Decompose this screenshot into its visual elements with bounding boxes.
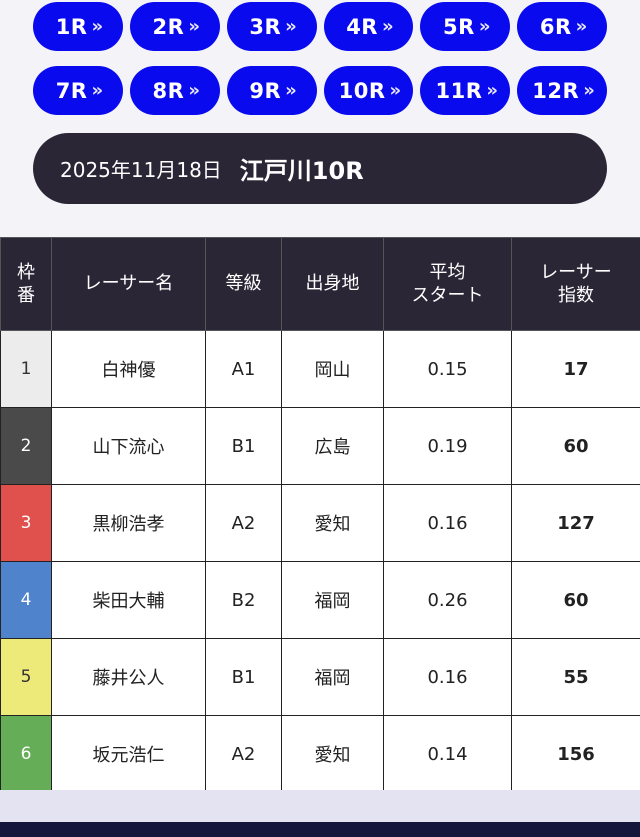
table-row: 6 坂元浩仁 A2 愛知 0.14 156 [0, 715, 640, 793]
race-button-6r[interactable]: 6R» [517, 2, 607, 51]
double-chevron-right-icon: » [285, 80, 297, 101]
race-button-label: 5R [443, 14, 475, 39]
double-chevron-right-icon: » [91, 80, 103, 101]
racer-name-cell: 藤井公人 [51, 638, 206, 716]
racer-index-cell: 60 [511, 561, 640, 639]
header-racer-name: レーサー名 [51, 237, 206, 331]
table-row: 4 柴田大輔 B2 福岡 0.26 60 [0, 561, 640, 639]
grade-cell: B1 [205, 407, 282, 485]
double-chevron-right-icon: » [285, 16, 297, 37]
racer-index-cell: 17 [511, 330, 640, 408]
grade-cell: B1 [205, 638, 282, 716]
double-chevron-right-icon: » [188, 80, 200, 101]
table-header-row: 枠番 レーサー名 等級 出身地 平均 スタート レーサー 指数 [0, 237, 640, 331]
frame-number-cell: 1 [0, 330, 52, 408]
race-button-label: 10R [338, 78, 386, 103]
double-chevron-right-icon: » [478, 16, 491, 37]
race-button-label: 9R [249, 78, 282, 103]
origin-cell: 広島 [281, 407, 384, 485]
header-grade: 等級 [205, 237, 282, 331]
frame-number-cell: 5 [0, 638, 52, 716]
racer-name-cell: 黒柳浩孝 [51, 484, 206, 562]
average-start-cell: 0.19 [383, 407, 512, 485]
frame-number-cell: 3 [0, 484, 52, 562]
average-start-cell: 0.16 [383, 638, 512, 716]
double-chevron-right-icon: » [91, 16, 103, 37]
grade-cell: A1 [205, 330, 282, 408]
header-racer-index: レーサー 指数 [511, 237, 640, 331]
average-start-cell: 0.16 [383, 484, 512, 562]
race-button-5r[interactable]: 5R» [420, 2, 511, 51]
table-row: 5 藤井公人 B1 福岡 0.16 55 [0, 638, 640, 716]
grade-cell: B2 [205, 561, 282, 639]
race-button-label: 11R [435, 78, 483, 103]
double-chevron-right-icon: » [381, 16, 394, 37]
footer-band [0, 790, 640, 822]
race-button-9r[interactable]: 9R» [226, 66, 317, 115]
race-button-label: 6R [539, 14, 572, 39]
race-button-3r[interactable]: 3R» [226, 2, 317, 51]
race-button-10r[interactable]: 10R» [323, 66, 414, 115]
table-row: 2 山下流心 B1 広島 0.19 60 [0, 407, 640, 485]
origin-cell: 岡山 [281, 330, 384, 408]
race-button-2r[interactable]: 2R» [129, 2, 220, 51]
double-chevron-right-icon: » [486, 80, 498, 101]
origin-cell: 愛知 [281, 715, 384, 793]
racer-index-cell: 127 [511, 484, 640, 562]
grade-cell: A2 [205, 715, 282, 793]
average-start-cell: 0.15 [383, 330, 512, 408]
race-info-header: 2025年11月18日 江戸川10R [33, 133, 607, 204]
race-button-1r[interactable]: 1R» [33, 2, 123, 51]
racer-name-cell: 白神優 [51, 330, 206, 408]
race-button-label: 4R [346, 14, 378, 39]
race-selector: 1R» 2R» 3R» 4R» 5R» 6R» 7R» 8R» 9R» 10R»… [33, 2, 607, 115]
header-frame: 枠番 [0, 237, 52, 331]
table-row: 3 黒柳浩孝 A2 愛知 0.16 127 [0, 484, 640, 562]
header-origin: 出身地 [281, 237, 384, 331]
double-chevron-right-icon: » [575, 16, 588, 37]
racer-index-cell: 156 [511, 715, 640, 793]
double-chevron-right-icon: » [188, 16, 200, 37]
header-average-start: 平均 スタート [383, 237, 512, 331]
grade-cell: A2 [205, 484, 282, 562]
footer-bar [0, 822, 640, 837]
average-start-cell: 0.26 [383, 561, 512, 639]
race-button-8r[interactable]: 8R» [129, 66, 220, 115]
racer-name-cell: 山下流心 [51, 407, 206, 485]
race-button-label: 7R [55, 78, 88, 103]
racer-index-cell: 55 [511, 638, 640, 716]
race-button-4r[interactable]: 4R» [323, 2, 414, 51]
racer-name-cell: 柴田大輔 [51, 561, 206, 639]
average-start-cell: 0.14 [383, 715, 512, 793]
table-row: 1 白神優 A1 岡山 0.15 17 [0, 330, 640, 408]
race-button-label: 3R [249, 14, 282, 39]
frame-number-cell: 6 [0, 715, 52, 793]
race-button-11r[interactable]: 11R» [420, 66, 511, 115]
racer-table: 枠番 レーサー名 等級 出身地 平均 スタート レーサー 指数 1 白神優 A1 岡… [0, 237, 640, 793]
race-venue-title: 江戸川10R [239, 157, 364, 185]
racer-index-cell: 60 [511, 407, 640, 485]
origin-cell: 福岡 [281, 638, 384, 716]
frame-number-cell: 4 [0, 561, 52, 639]
double-chevron-right-icon: » [389, 80, 402, 101]
race-button-7r[interactable]: 7R» [33, 66, 123, 115]
racer-name-cell: 坂元浩仁 [51, 715, 206, 793]
race-button-12r[interactable]: 12R» [517, 66, 607, 115]
race-date: 2025年11月18日 [60, 158, 222, 182]
race-button-label: 12R [532, 78, 580, 103]
race-button-label: 1R [55, 14, 88, 39]
race-button-label: 2R [152, 14, 185, 39]
double-chevron-right-icon: » [583, 80, 595, 101]
race-button-label: 8R [152, 78, 185, 103]
frame-number-cell: 2 [0, 407, 52, 485]
origin-cell: 福岡 [281, 561, 384, 639]
origin-cell: 愛知 [281, 484, 384, 562]
